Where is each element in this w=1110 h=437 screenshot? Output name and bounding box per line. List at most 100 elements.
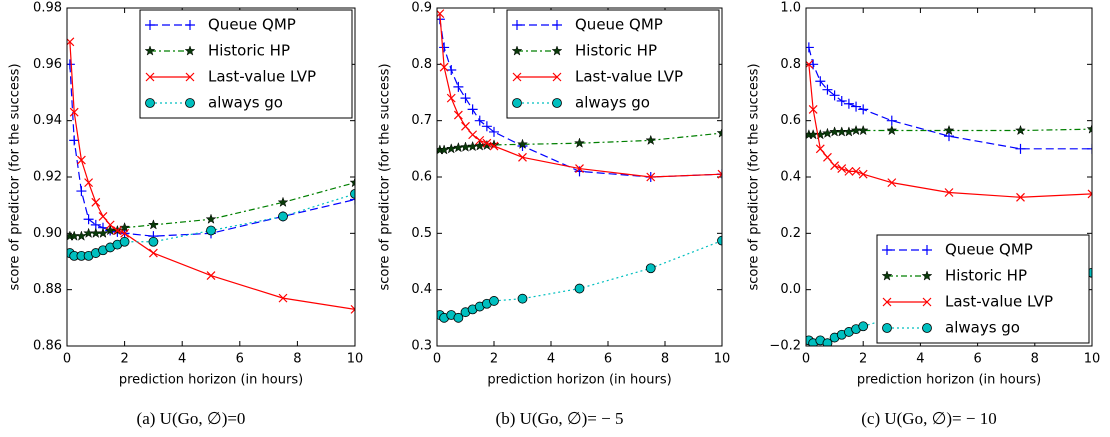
marker: [1087, 143, 1092, 154]
marker: [822, 338, 833, 346]
marker: [97, 227, 109, 239]
marker: [446, 64, 457, 75]
marker: [489, 126, 499, 137]
y-tick-label: 0.5: [411, 226, 432, 241]
legend-marker: [145, 98, 155, 108]
x-tick-label: 2: [490, 352, 498, 367]
marker: [482, 138, 492, 148]
y-tick-label: 0.4: [411, 282, 432, 297]
marker: [1015, 124, 1026, 136]
marker: [467, 104, 478, 115]
legend-marker: [921, 270, 933, 281]
y-tick-label: 0.9: [411, 1, 432, 16]
axes-frame: [66, 7, 356, 347]
marker: [205, 213, 217, 224]
legend-marker: [922, 245, 932, 255]
x-tick-label: 2: [120, 352, 128, 367]
marker: [821, 127, 833, 139]
legend-marker: [511, 45, 523, 56]
x-axis-label: prediction horizon (in hours): [119, 373, 303, 388]
x-tick-label: 10: [714, 352, 731, 367]
marker: [206, 271, 216, 281]
marker: [646, 172, 656, 182]
marker: [69, 135, 80, 146]
y-tick-label: 0.86: [33, 339, 62, 354]
marker: [518, 152, 527, 162]
marker: [488, 139, 500, 150]
marker: [452, 141, 464, 153]
marker: [69, 107, 79, 117]
marker: [843, 126, 855, 137]
marker: [278, 211, 288, 222]
legend-label: always go: [945, 319, 1020, 337]
marker: [887, 178, 897, 188]
y-tick-label: 0.90: [33, 226, 62, 241]
marker: [851, 101, 862, 112]
marker: [489, 296, 499, 306]
plot-area: [806, 42, 1092, 346]
legend-marker: [552, 98, 562, 108]
legend-marker: [881, 270, 893, 281]
axes-frame: [436, 7, 723, 347]
marker: [843, 98, 854, 109]
legend-label: Last-value LVP: [208, 68, 316, 86]
marker: [517, 293, 528, 304]
marker: [75, 230, 87, 241]
marker: [1086, 123, 1092, 134]
marker: [517, 138, 528, 149]
marker: [808, 104, 818, 114]
marker: [84, 178, 94, 188]
x-tick-label: 2: [859, 352, 867, 367]
marker: [574, 283, 585, 294]
y-tick-label: 0.2: [780, 226, 801, 241]
legend: Queue QMP Historic HP Last-value LVP always…: [139, 9, 353, 119]
marker: [837, 164, 847, 173]
caption: (b) U(Go, ∅)= − 5: [496, 409, 624, 428]
marker: [439, 62, 449, 72]
axes-frame: [805, 7, 1093, 347]
legend-label: Last-value LVP: [945, 293, 1053, 311]
marker: [98, 212, 108, 221]
legend-marker: [145, 72, 155, 82]
plot-area: [67, 37, 355, 314]
chart-panel: 0.86 0.88 0.90 0.92 0.94 0.96 0.98 0 2 4 6 8 10 predi…: [8, 1, 364, 428]
legend-marker: [512, 98, 522, 108]
marker: [858, 321, 869, 332]
x-tick-label: 6: [973, 352, 981, 367]
marker: [836, 126, 848, 137]
caption: (c) U(Go, ∅)= − 10: [861, 409, 996, 428]
y-tick-label: 0.6: [411, 170, 432, 185]
marker: [823, 152, 832, 162]
x-tick-label: 4: [547, 352, 555, 367]
legend-marker: [882, 297, 892, 307]
marker: [836, 95, 847, 106]
legend-box: [139, 9, 353, 119]
marker: [119, 221, 131, 233]
marker: [717, 169, 722, 179]
marker: [474, 115, 485, 126]
marker: [206, 225, 216, 236]
marker: [1016, 192, 1025, 202]
marker: [76, 155, 86, 165]
marker: [83, 227, 95, 239]
marker: [716, 127, 722, 138]
marker: [830, 161, 840, 171]
y-tick-label: 0.0: [780, 282, 801, 297]
legend-marker: [145, 20, 155, 30]
marker: [489, 141, 499, 151]
marker: [460, 141, 471, 152]
y-axis-label: score of predictor (for the success): [747, 63, 762, 290]
marker: [943, 124, 955, 136]
marker: [850, 124, 862, 136]
plot-area: [437, 9, 722, 323]
marker: [148, 248, 158, 258]
marker: [645, 263, 656, 274]
legend-label: Queue QMP: [945, 241, 1033, 259]
marker: [148, 236, 159, 247]
marker: [453, 81, 464, 92]
x-tick-label: 4: [178, 352, 186, 367]
marker: [829, 126, 841, 137]
marker: [857, 124, 869, 136]
legend-label: Queue QMP: [208, 16, 296, 34]
